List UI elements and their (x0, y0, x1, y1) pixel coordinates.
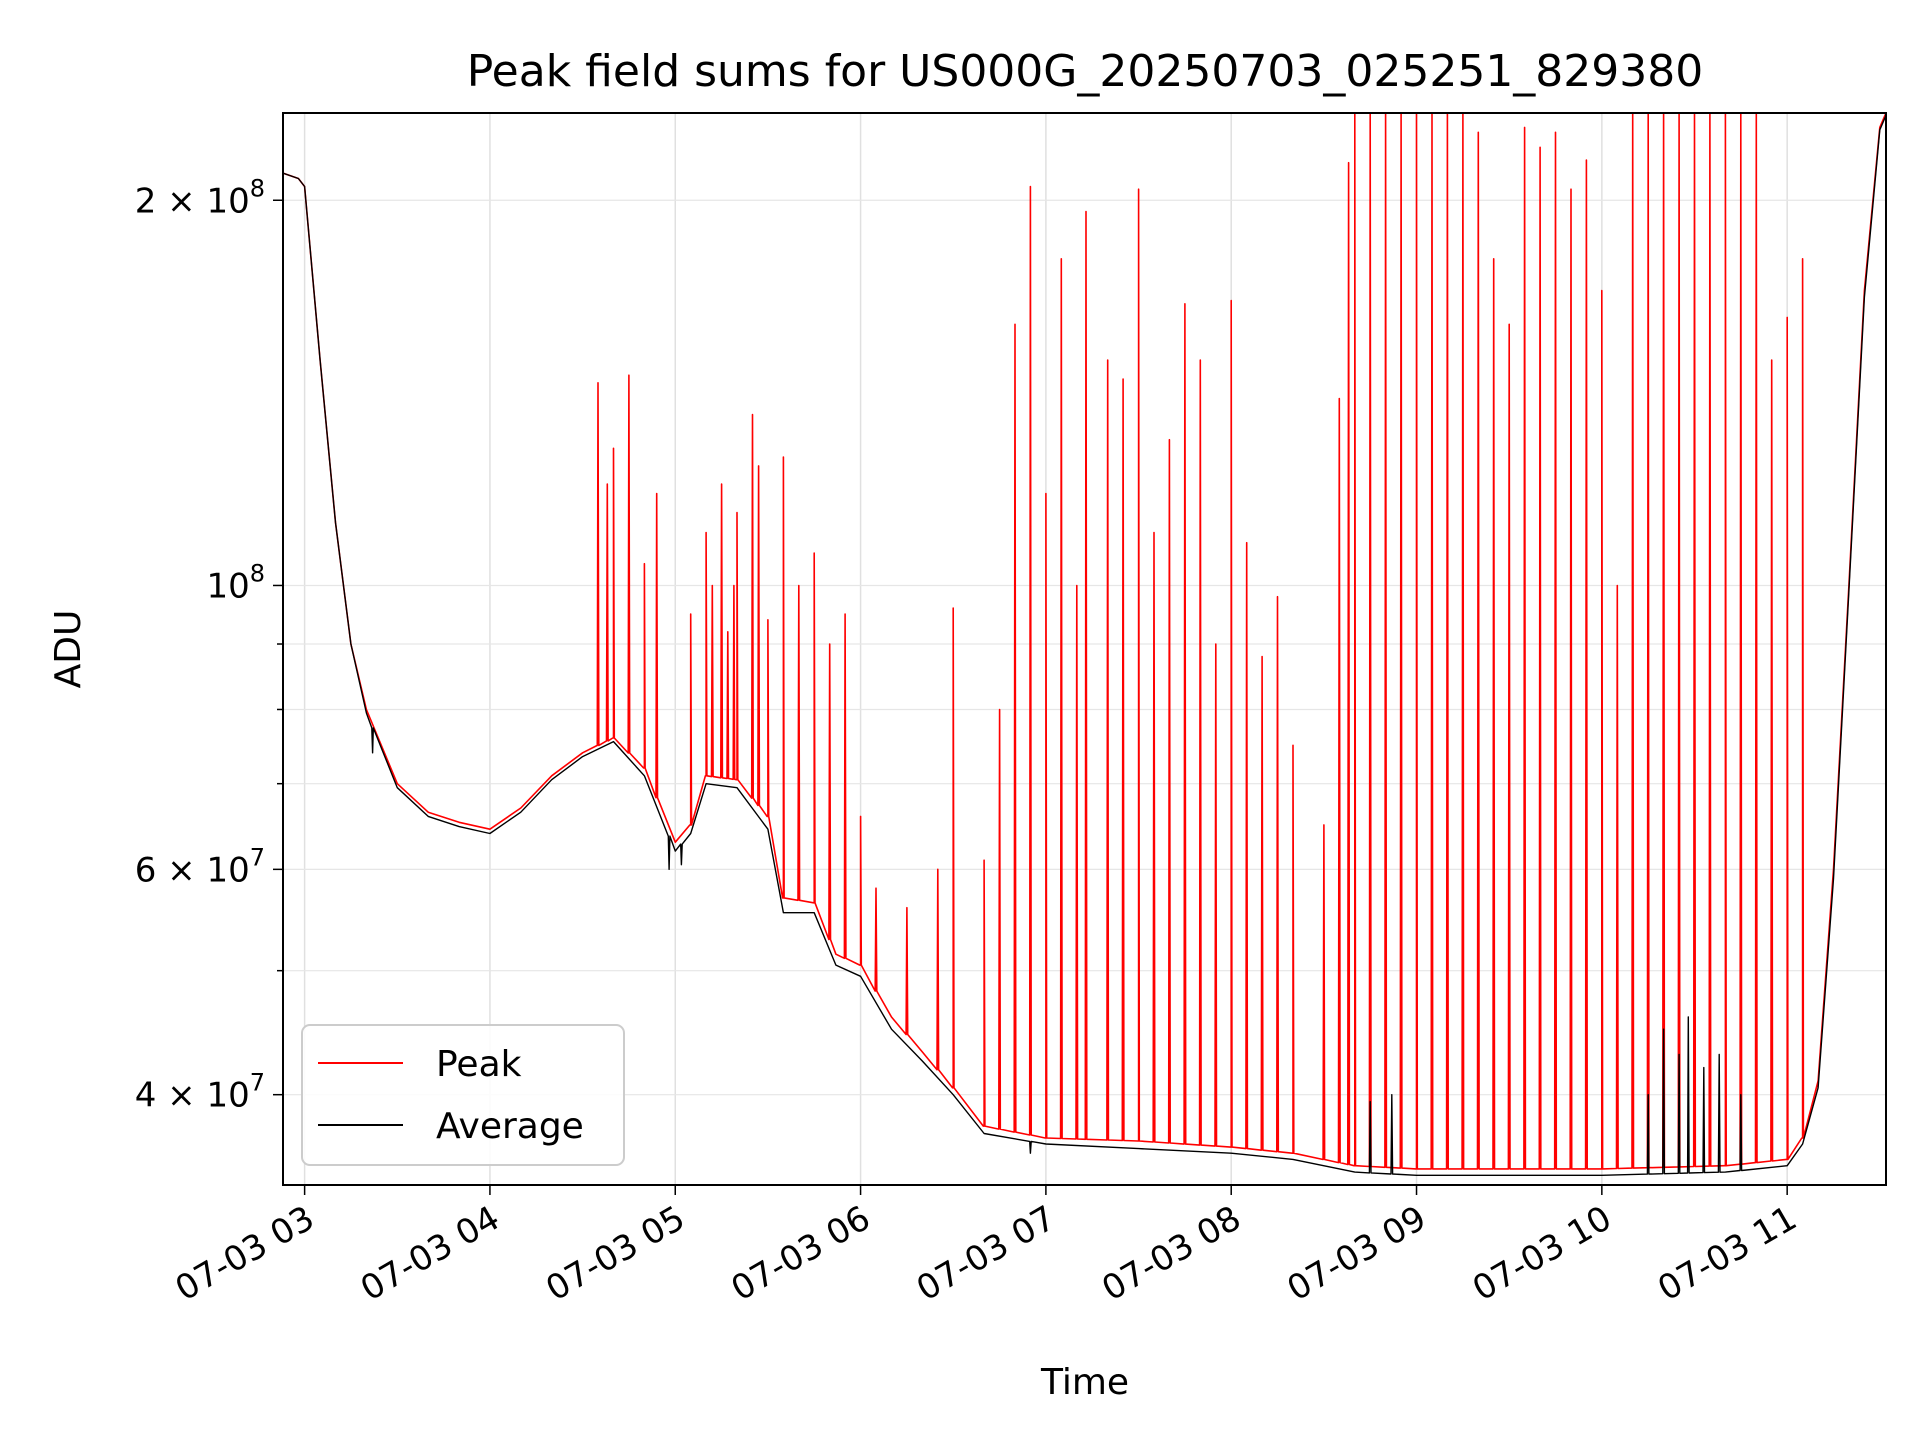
series-group (283, 113, 1886, 1176)
y-tick-label: 108 (206, 559, 265, 606)
y-axis-label: ADU (48, 610, 89, 689)
legend-box (301, 1024, 625, 1166)
y-tick-label: 2 × 108 (135, 174, 265, 221)
legend: Peak Average (301, 1024, 625, 1166)
plot-frame (282, 112, 1887, 1186)
y-tick-label: 4 × 107 (135, 1069, 265, 1116)
y-axis: 2 × 108 108 6 × 107 4 × 107 (135, 174, 283, 1116)
series-line-peak (283, 113, 1886, 1170)
legend-label-peak: Peak (436, 1044, 522, 1085)
x-axis-label: Time (1040, 1362, 1129, 1403)
chart-title: Peak field sums for US000G_20250703_0252… (467, 46, 1704, 97)
y-tick-label: 6 × 107 (135, 843, 265, 890)
series-line-average (283, 115, 1886, 1176)
legend-label-average: Average (436, 1106, 584, 1147)
